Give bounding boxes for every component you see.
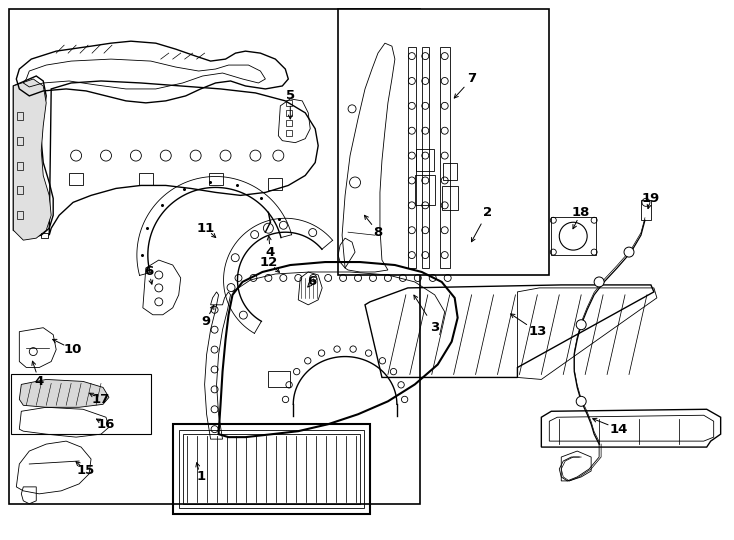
Bar bbox=[641, 200, 651, 220]
Circle shape bbox=[594, 277, 604, 287]
Text: 13: 13 bbox=[528, 325, 547, 338]
Circle shape bbox=[624, 247, 634, 257]
Bar bbox=[440, 47, 450, 268]
Text: 9: 9 bbox=[201, 315, 210, 328]
Circle shape bbox=[576, 320, 586, 330]
Bar bbox=[286, 130, 292, 136]
Bar bbox=[408, 47, 416, 268]
Circle shape bbox=[576, 396, 586, 406]
Text: 15: 15 bbox=[77, 464, 95, 477]
Bar bbox=[442, 186, 458, 210]
Text: 17: 17 bbox=[92, 393, 110, 406]
Bar bbox=[139, 173, 153, 185]
Text: 12: 12 bbox=[259, 255, 277, 268]
Bar bbox=[10, 9, 420, 504]
Bar bbox=[18, 186, 23, 194]
Text: 6: 6 bbox=[308, 275, 317, 288]
Bar bbox=[183, 434, 360, 504]
Bar bbox=[18, 137, 23, 145]
Bar bbox=[18, 112, 23, 120]
Bar bbox=[286, 110, 292, 116]
Text: 4: 4 bbox=[266, 246, 275, 259]
Text: 10: 10 bbox=[64, 343, 82, 356]
Polygon shape bbox=[19, 380, 109, 407]
Bar bbox=[551, 217, 596, 255]
Bar bbox=[11, 374, 150, 434]
Text: 4: 4 bbox=[34, 375, 44, 388]
Bar bbox=[443, 163, 457, 180]
Bar bbox=[18, 161, 23, 170]
Bar bbox=[41, 233, 48, 238]
Bar bbox=[208, 173, 222, 185]
Bar bbox=[422, 47, 429, 268]
Bar bbox=[416, 148, 434, 171]
Bar bbox=[286, 120, 292, 126]
Text: 1: 1 bbox=[196, 470, 206, 483]
Bar bbox=[269, 179, 283, 191]
Bar bbox=[69, 173, 83, 185]
Text: 11: 11 bbox=[197, 222, 215, 235]
Bar bbox=[269, 372, 290, 387]
Bar bbox=[415, 176, 435, 205]
Text: 18: 18 bbox=[572, 206, 590, 219]
Bar bbox=[286, 100, 292, 106]
Bar bbox=[178, 430, 364, 508]
Text: 16: 16 bbox=[97, 418, 115, 431]
Text: 6: 6 bbox=[144, 266, 153, 279]
Text: 8: 8 bbox=[374, 226, 382, 239]
Text: 2: 2 bbox=[483, 206, 492, 219]
Text: 14: 14 bbox=[610, 423, 628, 436]
Text: 19: 19 bbox=[642, 192, 660, 205]
Text: 5: 5 bbox=[286, 90, 295, 103]
Text: 3: 3 bbox=[430, 321, 440, 334]
Bar bbox=[18, 211, 23, 219]
Polygon shape bbox=[13, 79, 51, 240]
Bar bbox=[172, 424, 370, 514]
Bar bbox=[338, 9, 549, 275]
Text: 7: 7 bbox=[467, 72, 476, 85]
